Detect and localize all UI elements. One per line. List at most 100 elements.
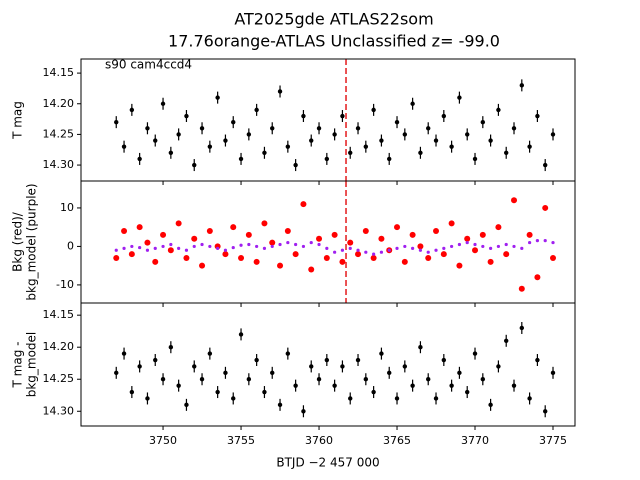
point	[410, 101, 415, 106]
point	[387, 248, 391, 252]
point	[488, 138, 493, 143]
point	[433, 138, 439, 143]
point	[207, 144, 213, 149]
point	[348, 246, 352, 250]
point	[167, 247, 174, 254]
point	[176, 383, 181, 388]
point	[457, 370, 462, 376]
point	[371, 389, 376, 395]
point	[301, 113, 306, 119]
point	[168, 345, 174, 350]
point	[238, 254, 245, 261]
point	[223, 370, 228, 376]
point	[394, 119, 400, 125]
point	[425, 254, 432, 261]
point	[495, 224, 502, 231]
point	[340, 113, 345, 119]
point	[254, 107, 259, 113]
y-tick-label: 10	[60, 201, 74, 214]
point	[129, 107, 135, 113]
point	[215, 95, 220, 100]
point	[238, 156, 244, 162]
point	[395, 246, 399, 250]
point	[526, 231, 533, 238]
y-tick-label: 14.15	[43, 308, 75, 321]
point	[410, 383, 415, 388]
point	[379, 250, 384, 254]
point	[535, 239, 540, 243]
y-tick-label: 14.15	[43, 66, 75, 79]
point	[277, 262, 284, 269]
x-tick-label: 3765	[383, 434, 411, 447]
y-tick-label: 14.25	[43, 127, 75, 140]
point	[457, 95, 462, 100]
point	[246, 132, 252, 137]
point	[317, 242, 321, 247]
point	[504, 150, 509, 155]
point	[339, 258, 346, 265]
point	[136, 224, 143, 231]
point	[348, 396, 353, 401]
point	[184, 402, 189, 408]
point	[184, 248, 189, 252]
point	[121, 144, 127, 149]
point	[518, 285, 525, 292]
point	[285, 144, 291, 149]
point	[262, 389, 267, 395]
point	[323, 254, 330, 261]
point	[247, 242, 251, 247]
point	[417, 243, 424, 250]
point	[316, 235, 323, 242]
point	[277, 89, 283, 94]
point	[402, 364, 408, 369]
point	[542, 204, 549, 211]
point	[206, 228, 213, 235]
point	[223, 138, 228, 143]
point	[199, 126, 205, 131]
point	[364, 250, 368, 254]
point	[270, 244, 274, 249]
point	[550, 132, 556, 137]
point	[216, 246, 220, 250]
point	[426, 377, 431, 382]
axes-frame	[80, 302, 576, 427]
point	[465, 389, 470, 395]
point	[473, 242, 477, 247]
point	[144, 239, 151, 246]
point	[457, 242, 462, 247]
point	[121, 351, 127, 356]
point	[489, 246, 493, 250]
point	[426, 250, 430, 254]
point	[348, 150, 353, 155]
point	[449, 144, 454, 149]
point	[113, 254, 120, 261]
point	[199, 377, 205, 382]
x-tick-label: 3755	[227, 434, 255, 447]
point	[300, 201, 307, 208]
point	[114, 370, 119, 376]
point	[175, 220, 182, 227]
point	[543, 162, 548, 168]
point	[379, 351, 384, 356]
point	[409, 231, 416, 238]
point	[480, 119, 486, 125]
point	[183, 254, 190, 261]
point	[503, 251, 510, 258]
point	[332, 132, 337, 137]
point	[168, 150, 174, 155]
point	[527, 144, 532, 149]
point	[294, 242, 298, 247]
chart-title: 17.76orange-ATLAS Unclassified z= -99.0	[168, 32, 500, 51]
plot-area	[114, 321, 556, 418]
point	[496, 244, 501, 249]
point	[309, 364, 314, 369]
y-tick-label: -10	[56, 278, 74, 291]
point	[121, 228, 128, 235]
point	[152, 258, 159, 265]
y-axis-label: T mag -	[11, 342, 25, 389]
point	[137, 156, 142, 162]
point	[231, 245, 235, 250]
point	[488, 402, 493, 408]
point	[433, 396, 439, 401]
point	[223, 248, 228, 252]
